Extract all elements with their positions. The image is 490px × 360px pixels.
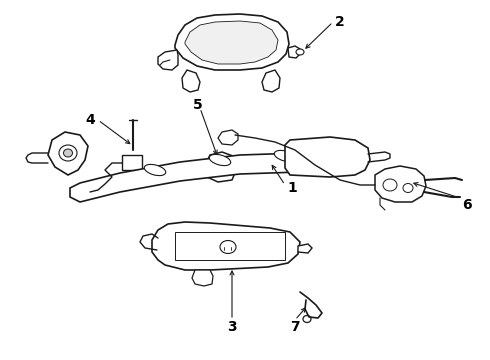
Polygon shape: [285, 137, 370, 177]
Polygon shape: [152, 222, 300, 270]
Polygon shape: [175, 14, 289, 70]
Ellipse shape: [220, 240, 236, 253]
Polygon shape: [70, 153, 358, 202]
Text: 1: 1: [287, 181, 297, 195]
Ellipse shape: [296, 49, 304, 55]
Text: 4: 4: [85, 113, 95, 127]
Text: 3: 3: [227, 320, 237, 334]
Polygon shape: [48, 132, 88, 175]
Ellipse shape: [383, 179, 397, 191]
Polygon shape: [185, 21, 278, 64]
Text: 5: 5: [193, 98, 203, 112]
Polygon shape: [192, 270, 213, 286]
Polygon shape: [375, 166, 426, 202]
Ellipse shape: [59, 145, 77, 161]
Ellipse shape: [64, 149, 73, 157]
Polygon shape: [158, 50, 178, 70]
Text: 2: 2: [335, 15, 345, 29]
Ellipse shape: [403, 184, 413, 193]
Text: 6: 6: [462, 198, 472, 212]
Polygon shape: [218, 130, 238, 145]
Ellipse shape: [209, 154, 231, 166]
Text: 7: 7: [290, 320, 300, 334]
Ellipse shape: [303, 315, 311, 323]
Polygon shape: [262, 70, 280, 92]
Polygon shape: [182, 70, 200, 92]
Polygon shape: [298, 244, 312, 253]
Ellipse shape: [83, 189, 91, 197]
Ellipse shape: [144, 165, 166, 176]
Polygon shape: [175, 232, 285, 260]
Ellipse shape: [274, 150, 295, 162]
Polygon shape: [288, 46, 300, 58]
Polygon shape: [205, 152, 237, 182]
Polygon shape: [122, 155, 142, 170]
